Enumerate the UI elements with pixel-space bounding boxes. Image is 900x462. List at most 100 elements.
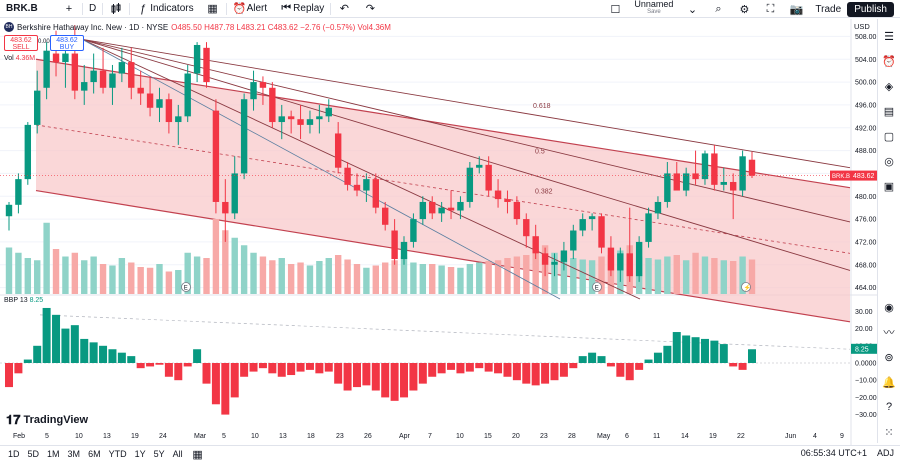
bbp-bar	[588, 352, 597, 363]
range-button[interactable]: 1M	[47, 449, 60, 459]
sell-label: SELL	[12, 44, 30, 51]
candle-body	[391, 230, 398, 260]
fullscreen-button[interactable]: ⛶	[757, 0, 783, 18]
candle-body	[62, 53, 69, 63]
bbp-bar	[324, 363, 333, 372]
layout-name-button[interactable]: Unnamed Save	[628, 0, 679, 18]
snapshot-button[interactable]: 📷	[783, 0, 809, 18]
current-price-bg	[851, 170, 877, 181]
symbol-search[interactable]: BRK.B	[6, 3, 38, 14]
time-tick-label: 7	[428, 433, 432, 440]
volume-bar	[146, 267, 154, 294]
price-chart[interactable]: 0.618 0.5 0.382 USD 508.00 504.00 500.00 496.0…	[0, 19, 877, 445]
pulse-icon[interactable]: 〰	[883, 327, 895, 339]
calendar-range-icon[interactable]: ▦	[192, 448, 203, 461]
fib-level-label: 0.618	[533, 103, 551, 110]
adj-toggle[interactable]: ADJ	[876, 448, 894, 458]
sell-button[interactable]: 483.62 SELL	[4, 35, 38, 51]
range-button[interactable]: 5D	[27, 449, 40, 459]
time-tick-label: Feb	[13, 433, 25, 440]
range-button[interactable]: 1D	[8, 449, 20, 459]
bbp-bar	[193, 349, 202, 363]
broadcast-icon[interactable]: ⊚	[884, 351, 894, 364]
price-tick-label: 480.00	[855, 194, 877, 201]
alert-button[interactable]: ⏰ Alert	[227, 0, 274, 18]
layout-menu-button[interactable]: ⌄	[679, 0, 705, 18]
clock-display[interactable]: 06:55:34 UTC+1	[800, 448, 867, 458]
trade-button[interactable]: Trade	[815, 3, 842, 15]
indicators-button[interactable]: ƒ Indicators	[130, 0, 199, 18]
calendar-icon[interactable]: ▤	[883, 105, 895, 118]
news-icon[interactable]: ▣	[883, 180, 895, 193]
candle-body	[306, 119, 314, 125]
tradingview-logo[interactable]: 𝟏𝟕 TradingView	[6, 412, 88, 428]
chat-icon[interactable]: ▢	[883, 130, 895, 143]
bbp-bar	[362, 363, 371, 386]
target-icon[interactable]: ◉	[884, 301, 894, 314]
fan-line-05	[81, 38, 851, 223]
quick-search-button[interactable]: ⌕	[705, 0, 731, 18]
current-price-label: 483.62	[853, 173, 875, 180]
undo-button[interactable]: ↶	[331, 0, 357, 18]
volume-legend: Vol 4.36M	[4, 55, 35, 62]
time-tick-label: 19	[709, 433, 717, 440]
candle-body	[175, 116, 182, 123]
redo-icon: ↷	[365, 3, 375, 15]
layouts-button[interactable]: ▦	[200, 0, 226, 18]
help-icon[interactable]: ?	[885, 401, 893, 413]
alarm-clock-icon[interactable]: ⏰	[882, 55, 896, 68]
candle-body	[334, 133, 342, 168]
bbp-bar	[5, 363, 13, 388]
chart-type-button[interactable]	[103, 0, 129, 18]
candle-body	[269, 87, 276, 123]
apps-grid-icon[interactable]: ⁙	[884, 426, 894, 439]
volume-bar	[34, 260, 41, 294]
time-tick-label: 14	[681, 433, 689, 440]
range-button[interactable]: All	[172, 449, 183, 459]
candle-body	[541, 253, 549, 265]
bbp-bar	[155, 363, 164, 365]
layout-checkbox[interactable]: ☐	[602, 0, 628, 18]
bbp-bar	[663, 345, 672, 363]
redo-button[interactable]: ↷	[357, 0, 383, 18]
price-tick-label: 504.00	[855, 57, 877, 64]
range-button[interactable]: 6M	[88, 449, 101, 459]
bbp-bar	[729, 363, 738, 367]
candle-body	[466, 167, 474, 202]
plus-icon: +	[65, 2, 73, 15]
range-button[interactable]: YTD	[108, 449, 127, 459]
tradingview-logo-icon: 𝟏𝟕	[6, 412, 21, 427]
layout-name: Unnamed	[634, 0, 674, 9]
settings-button[interactable]: ⚙	[731, 0, 757, 18]
idea-icon[interactable]: ◎	[884, 155, 894, 168]
volume-bar	[109, 265, 116, 294]
candle-body	[240, 99, 248, 174]
legend-title: Berkshire Hathaway Inc. New · 1D · NYSE	[17, 22, 169, 32]
range-button[interactable]: 1Y	[134, 449, 146, 459]
bell-icon[interactable]: 🔔	[882, 376, 896, 389]
replay-button[interactable]: ⏮ Replay	[273, 0, 330, 18]
range-button[interactable]: 3M	[67, 449, 81, 459]
candle-body	[5, 204, 13, 217]
fan-line-0382	[81, 38, 851, 271]
volume-bar	[306, 265, 314, 294]
publish-button[interactable]: Publish	[847, 1, 894, 17]
range-button[interactable]: 5Y	[153, 449, 165, 459]
bbp-bar	[456, 363, 465, 374]
price-tick-label: 468.00	[855, 262, 877, 269]
buy-button[interactable]: 483.62 BUY	[50, 35, 84, 51]
layers-icon[interactable]: ◈	[884, 80, 894, 93]
volume-bar	[165, 271, 173, 294]
candle-body	[118, 62, 126, 74]
watchlist-icon[interactable]: ☰	[884, 30, 894, 43]
volume-bar	[334, 255, 342, 294]
volume-bar	[71, 252, 79, 294]
camera-icon: 📷	[789, 3, 804, 16]
volume-bar	[137, 267, 144, 294]
add-symbol-button[interactable]: +	[56, 0, 82, 18]
bbp-bar	[409, 363, 418, 391]
volume-bar	[438, 265, 445, 294]
bbp-bar	[700, 338, 709, 363]
volume-bars	[5, 219, 756, 294]
interval-button[interactable]: D	[89, 3, 97, 14]
